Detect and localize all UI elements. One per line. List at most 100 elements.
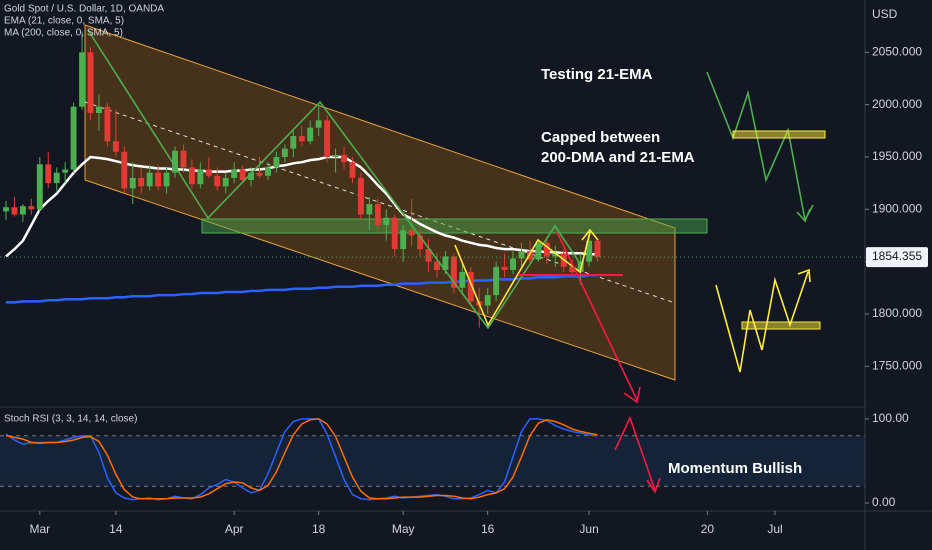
stoch-red-arrowhead (646, 477, 661, 494)
x-tick-label: 18 (312, 522, 326, 536)
x-tick-label: Apr (225, 522, 244, 536)
candle-body (155, 172, 162, 187)
candle-body (53, 172, 60, 184)
candle-body (163, 172, 170, 187)
candle-body (459, 272, 466, 288)
yellow-level-top (732, 130, 826, 139)
candle-body (138, 177, 145, 187)
candle-body (484, 295, 491, 306)
candle-body (425, 249, 432, 262)
yellow-zigzag (454, 231, 591, 327)
candle-body (205, 169, 212, 176)
candle-body (442, 256, 449, 270)
candle-body (62, 169, 69, 173)
candle-body (239, 169, 246, 180)
support-zone (201, 218, 708, 234)
last-price-box (866, 247, 928, 268)
y-tick-label: 2000.000 (872, 97, 922, 111)
y-tick-label: 1900.000 (872, 201, 922, 215)
candle-body (79, 52, 86, 107)
candle-body (273, 156, 280, 168)
x-tick-label: Mar (29, 522, 50, 536)
drawings (84, 24, 708, 381)
candle-body (231, 169, 238, 178)
candle-body (214, 175, 221, 187)
y-axis-label: USD (872, 7, 898, 21)
x-tick-label: Jul (767, 522, 782, 536)
candle-body (408, 230, 415, 236)
candle-body (298, 136, 305, 142)
candle-body (594, 240, 601, 258)
candle-body (450, 256, 457, 288)
y-tick-label: 1950.000 (872, 149, 922, 163)
candle-body (95, 106, 102, 114)
candle-body (36, 164, 43, 210)
candle-body (569, 266, 576, 273)
candle-body (104, 106, 111, 142)
yellow-arrowhead (581, 228, 599, 241)
x-tick-label: 20 (701, 522, 715, 536)
candle-body (501, 266, 508, 270)
x-tick-label: 16 (481, 522, 495, 536)
candle-body (332, 154, 339, 157)
green-zigzag (87, 29, 584, 330)
y-tick-label: 1750.000 (872, 358, 922, 372)
candle-body (290, 136, 297, 149)
legend-ma: MA (200, close, 0, SMA, 5) (4, 28, 123, 39)
red-arrow (556, 231, 638, 401)
annotation: Capped between (541, 129, 660, 146)
stoch-title: Stoch RSI (3, 3, 14, 14, close) (4, 414, 137, 425)
candle-body (417, 235, 424, 250)
stoch-red-arrow (614, 415, 656, 491)
candle-body (400, 230, 407, 250)
candle-body (493, 266, 500, 296)
legend-ema: EMA (21, close, 0, SMA, 5) (4, 16, 124, 27)
candle-body (188, 167, 195, 185)
candle-body (341, 154, 347, 163)
candle-body (70, 106, 77, 170)
candle-body (121, 151, 128, 189)
candle-body (248, 172, 255, 180)
candle-body (315, 120, 322, 128)
candle-body (11, 207, 18, 215)
y-tick-label: 0.00 (872, 495, 896, 509)
candle-body (324, 120, 331, 157)
candle-body (434, 261, 440, 270)
y-tick-label: 1800.000 (872, 306, 922, 320)
y-tick-label: 2050.000 (872, 44, 922, 58)
candle-body (349, 162, 356, 178)
candle-body (467, 272, 474, 302)
candle-body (172, 150, 178, 173)
x-tick-label: May (392, 522, 415, 536)
candle-body (586, 240, 593, 262)
candle-body (112, 141, 119, 152)
candle-body (357, 177, 364, 215)
candle-body (87, 52, 94, 114)
candle-body (383, 217, 390, 225)
candle-body (19, 206, 26, 215)
y-tick-label: 100.00 (872, 411, 909, 425)
candle-body (129, 177, 136, 189)
indicator-line (5, 155, 598, 258)
drawings-overlay (87, 29, 826, 494)
candle-body (265, 167, 271, 176)
candle-body (3, 207, 9, 212)
candle-body (28, 206, 35, 210)
last-price-label: 1854.355 (872, 249, 922, 263)
candle-body (180, 150, 187, 168)
indicator-line (5, 418, 598, 501)
yellow-arrowhead-2 (797, 268, 811, 283)
candle-body (256, 172, 263, 176)
candle-body (391, 217, 398, 250)
candle-body (197, 169, 204, 185)
x-tick-label: Jun (579, 522, 598, 536)
candle-body (45, 164, 52, 184)
candle-body (222, 177, 229, 187)
candle-body (552, 253, 559, 257)
plot (0, 31, 865, 501)
candle-body (518, 251, 525, 259)
candle-body (281, 148, 288, 157)
red-arrowhead (623, 386, 641, 404)
